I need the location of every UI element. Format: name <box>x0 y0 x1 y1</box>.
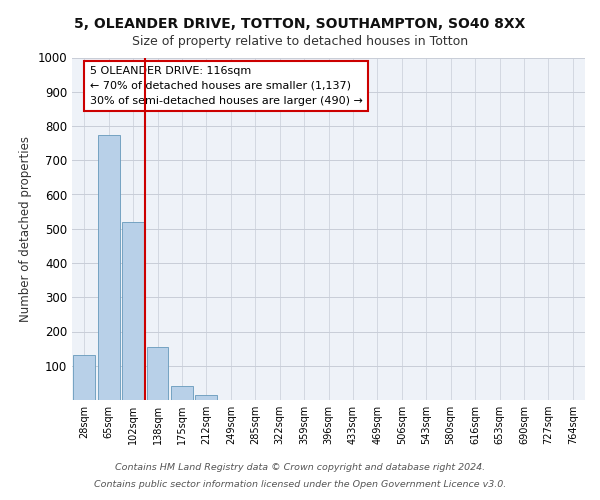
Bar <box>146 347 169 400</box>
Bar <box>171 386 193 400</box>
Text: Size of property relative to detached houses in Totton: Size of property relative to detached ho… <box>132 35 468 48</box>
Text: Contains public sector information licensed under the Open Government Licence v3: Contains public sector information licen… <box>94 480 506 489</box>
Text: Contains HM Land Registry data © Crown copyright and database right 2024.: Contains HM Land Registry data © Crown c… <box>115 464 485 472</box>
Bar <box>73 356 95 400</box>
Text: 5 OLEANDER DRIVE: 116sqm
← 70% of detached houses are smaller (1,137)
30% of sem: 5 OLEANDER DRIVE: 116sqm ← 70% of detach… <box>90 66 363 106</box>
Bar <box>196 395 217 400</box>
Text: 5, OLEANDER DRIVE, TOTTON, SOUTHAMPTON, SO40 8XX: 5, OLEANDER DRIVE, TOTTON, SOUTHAMPTON, … <box>74 18 526 32</box>
Y-axis label: Number of detached properties: Number of detached properties <box>19 136 32 322</box>
Bar <box>98 134 119 400</box>
Bar <box>122 222 144 400</box>
